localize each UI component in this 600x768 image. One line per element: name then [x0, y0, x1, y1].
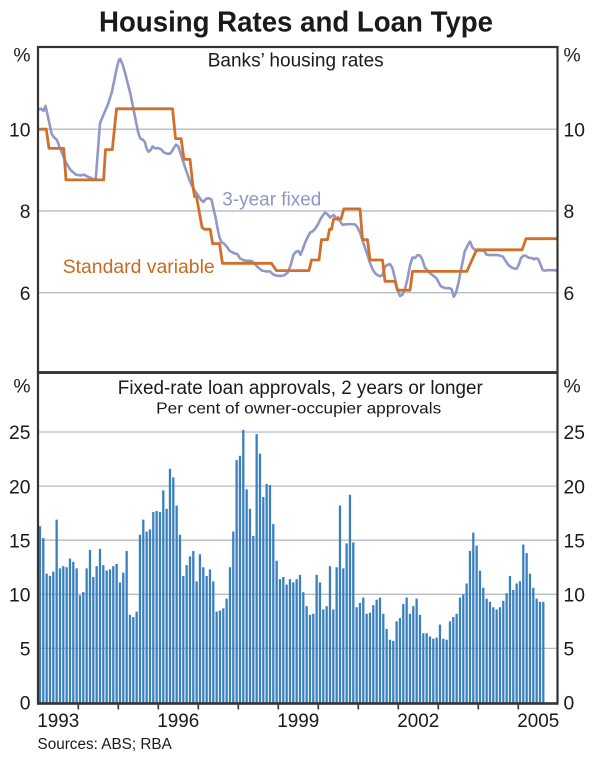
svg-text:15: 15	[9, 531, 30, 552]
svg-text:8: 8	[564, 202, 575, 223]
svg-text:Standard variable: Standard variable	[63, 256, 215, 278]
svg-text:Per cent of owner-occupier app: Per cent of owner-occupier approvals	[156, 401, 441, 418]
svg-text:20: 20	[564, 477, 585, 498]
svg-text:%: %	[13, 46, 30, 67]
svg-text:%: %	[564, 377, 581, 398]
svg-text:20: 20	[9, 477, 30, 498]
svg-text:10: 10	[9, 120, 30, 141]
svg-text:0: 0	[20, 694, 31, 715]
svg-text:2005: 2005	[517, 710, 559, 732]
svg-text:10: 10	[564, 120, 585, 141]
svg-text:Sources: ABS; RBA: Sources: ABS; RBA	[38, 736, 173, 753]
svg-text:%: %	[13, 377, 30, 398]
svg-text:Banks’ housing rates: Banks’ housing rates	[208, 50, 384, 72]
svg-text:25: 25	[564, 423, 585, 444]
svg-text:10: 10	[9, 586, 30, 607]
svg-text:Housing Rates and Loan Type: Housing Rates and Loan Type	[99, 7, 493, 39]
svg-text:Fixed-rate loan approvals, 2 y: Fixed-rate loan approvals, 2 years or lo…	[118, 378, 484, 399]
svg-text:6: 6	[20, 284, 31, 305]
svg-text:15: 15	[564, 531, 585, 552]
svg-text:5: 5	[564, 640, 575, 661]
svg-text:1996: 1996	[157, 710, 199, 732]
svg-text:%: %	[564, 46, 581, 67]
svg-text:3-year fixed: 3-year fixed	[222, 189, 321, 211]
svg-text:10: 10	[564, 586, 585, 607]
svg-text:2002: 2002	[397, 710, 439, 732]
svg-text:8: 8	[20, 202, 31, 223]
svg-text:0: 0	[564, 694, 575, 715]
svg-text:1999: 1999	[277, 710, 319, 732]
svg-text:1993: 1993	[37, 710, 79, 732]
svg-text:25: 25	[9, 423, 30, 444]
svg-text:6: 6	[564, 284, 575, 305]
svg-text:5: 5	[20, 640, 31, 661]
